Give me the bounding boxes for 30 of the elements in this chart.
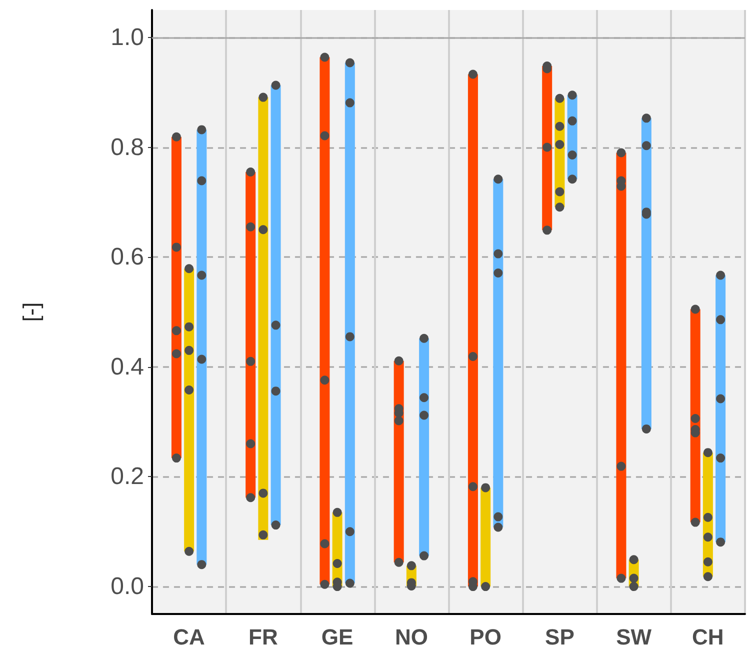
bar <box>258 97 268 540</box>
x-tick-label: CA <box>173 624 206 650</box>
y-axis-title: [-] <box>18 302 44 322</box>
bar <box>246 172 256 498</box>
x-tick-label: NO <box>394 624 428 650</box>
y-tick-label: 0.0 <box>110 573 144 600</box>
bar <box>641 118 652 429</box>
bar <box>716 275 726 542</box>
bar <box>270 85 281 526</box>
y-tick-label: 1.0 <box>110 24 144 51</box>
bar <box>320 57 330 584</box>
x-tick-label: SP <box>545 624 574 650</box>
x-tick-label: CH <box>692 624 724 650</box>
x-tick-label: FR <box>248 624 278 650</box>
bar <box>184 268 194 552</box>
bar <box>468 74 478 587</box>
bar <box>542 66 552 230</box>
bar <box>196 130 207 565</box>
y-tick-label: 0.6 <box>110 244 144 271</box>
bar <box>344 62 355 584</box>
y-tick-label: 0.2 <box>110 463 144 490</box>
y-tick-label: 0.8 <box>110 134 144 161</box>
bar <box>493 179 504 528</box>
y-tick-label: 0.4 <box>110 353 144 380</box>
bar <box>616 152 626 578</box>
x-tick-label: GE <box>321 624 354 650</box>
bar <box>171 136 182 458</box>
bar <box>480 488 491 587</box>
x-tick-label: PO <box>470 624 502 650</box>
x-tick-label: SW <box>616 624 652 650</box>
